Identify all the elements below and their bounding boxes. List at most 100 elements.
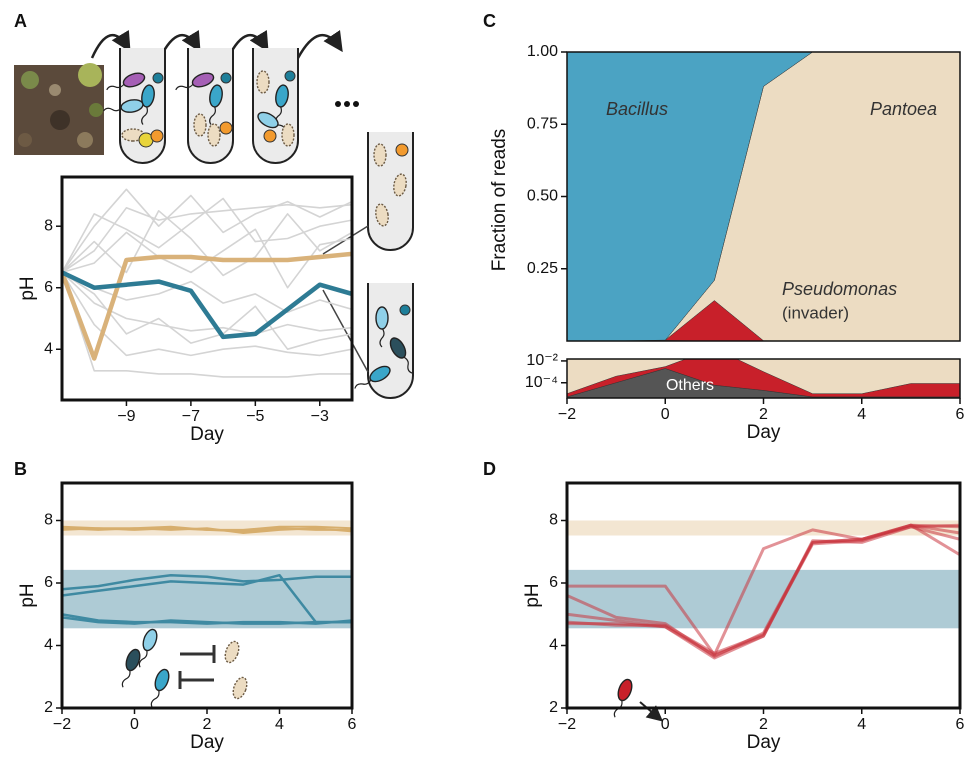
series-line [62,616,352,625]
series-line [62,271,352,314]
x-axis-label: Day [190,732,224,753]
cell [224,640,240,664]
series-label: Others [666,377,714,394]
cell [375,306,389,330]
y-axis-label: pH [17,276,38,300]
cell [193,113,207,137]
bacterium-icon [106,72,146,91]
bacterium-icon [613,678,633,718]
x-tick-label: 0 [661,406,670,423]
cell [232,676,248,700]
ellipsis [335,101,359,107]
flagellum [150,689,160,708]
series-line [62,188,352,274]
cell [275,84,289,108]
x-tick-label: 4 [275,716,284,733]
x-tick-label: 6 [348,716,357,733]
x-axis-label: Day [747,732,781,753]
x-tick-label: −9 [117,408,135,425]
cell [389,337,407,359]
pantoea-icon [375,203,389,227]
bacterium-icon [102,99,144,113]
cell [141,84,155,108]
flagellum [402,356,413,374]
x-tick-label: 4 [857,716,866,733]
y-axis-label: pH [17,583,38,607]
area [567,52,960,341]
y-axis-label: Fraction of reads [489,129,510,272]
band [62,569,352,629]
band [567,520,960,536]
y-tick-label: 1.00 [527,43,558,60]
x-tick-label: 6 [956,716,965,733]
cell [369,365,391,383]
cell [125,648,141,672]
x-axis-label: Day [190,424,224,445]
y-tick-label: 0.25 [527,260,558,277]
y-tick-label: 0.50 [527,188,558,205]
flagellum [354,378,372,389]
cell [256,70,270,94]
pantoea-icon [373,143,387,167]
cell [191,72,215,88]
y-axis-label: pH [522,583,543,607]
flagellum [379,327,385,348]
cell [373,143,387,167]
flagellum [102,107,123,112]
series-label: Bacillus [606,99,668,119]
bacterium-icon [209,84,223,125]
pantoea-icon [207,123,221,147]
y-tick-label: 4 [44,340,53,357]
flagellum [106,83,126,91]
x-tick-label: −2 [53,716,71,733]
series-line [62,197,352,274]
y-tick-label: 4 [44,637,53,654]
panel-label: D [483,459,496,479]
cell [122,72,146,88]
cell [617,678,633,702]
cell [281,123,295,147]
series-line [62,251,352,361]
series-line [62,271,352,378]
cell [375,203,389,227]
x-tick-label: 2 [759,716,768,733]
soil-photo [14,63,104,155]
panel-label: A [14,11,27,31]
x-tick-label: 2 [759,406,768,423]
x-tick-label: 2 [203,716,212,733]
series-line [62,525,352,531]
y-tick-label: 8 [44,217,53,234]
pantoea-icon [393,173,407,197]
pantoea-icon [232,676,248,700]
pantoea-icon [193,113,207,137]
pantoea-icon [281,123,295,147]
x-tick-label: 0 [661,716,670,733]
y-tick-label: 6 [549,574,558,591]
series-line [62,270,352,340]
bacterium-icon [121,648,141,688]
particle [399,304,411,316]
pantoea-icon [256,70,270,94]
y-tick-label: 10⁻² [526,352,558,369]
plot-area [62,188,352,378]
particle [150,129,164,143]
x-tick-label: −3 [311,408,329,425]
cell [154,668,170,692]
inset-area [567,359,960,398]
cell [209,84,223,108]
cell [393,173,407,197]
particle [220,72,232,84]
plot-area [567,520,960,660]
particle [284,70,296,82]
flagellum [209,105,216,125]
y-tick-label: 4 [549,637,558,654]
x-tick-label: 6 [956,406,965,423]
y-tick-label: 8 [549,512,558,529]
inhibition-symbols [178,645,216,689]
series-line [62,228,352,289]
flagellum [121,669,131,688]
particle [395,143,409,157]
tube [187,48,234,164]
series-line [62,203,352,274]
x-axis-label: Day [747,422,781,443]
